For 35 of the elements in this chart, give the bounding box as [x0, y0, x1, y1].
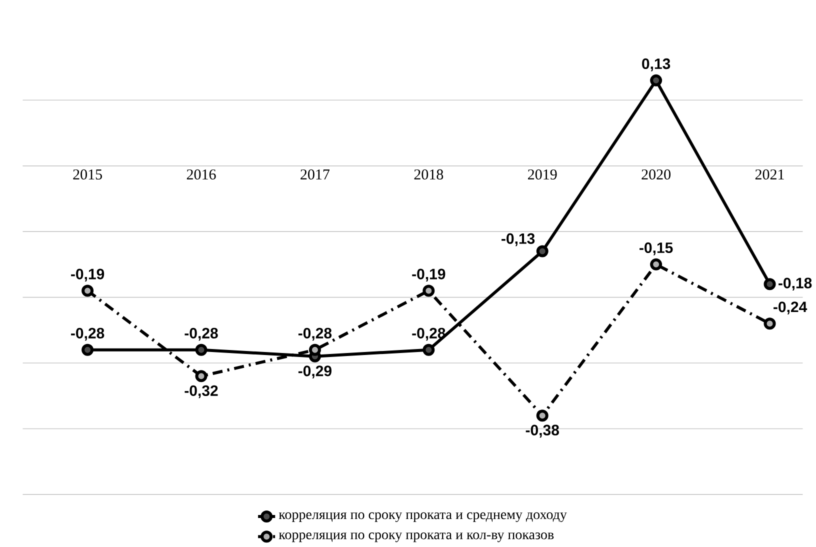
data-label: -0,24: [774, 302, 808, 314]
data-label: -0,32: [184, 385, 218, 398]
x-tick-label: 2018: [414, 169, 444, 180]
data-label: -0,38: [526, 424, 559, 438]
point: [82, 284, 94, 297]
x-tick-label: 2019: [528, 169, 557, 180]
x-tick-label: 2016: [186, 169, 216, 180]
legend-label: корреляция по сроку проката и кол-ву показов: [278, 532, 554, 542]
data-label: -0,19: [412, 268, 446, 282]
point: [422, 344, 435, 356]
data-label: -0,18: [778, 278, 812, 291]
point: [422, 284, 435, 297]
point: [82, 344, 94, 356]
x-tick-label: 2017: [300, 169, 330, 180]
x-tick-label: 2020: [642, 169, 670, 180]
data-label: 0,13: [642, 58, 670, 72]
data-label: -0,28: [298, 328, 332, 341]
data-label: -0,28: [184, 328, 218, 341]
point: [536, 245, 548, 258]
point: [764, 278, 776, 290]
x-tick-label: 2015: [73, 169, 102, 180]
legend-label: корреляция по сроку проката и среднему доходу: [278, 512, 567, 522]
x-tick-label: 2021: [755, 169, 784, 180]
data-label: -0,29: [298, 366, 332, 378]
data-label: -0,15: [640, 242, 673, 256]
data-label: -0,13: [502, 233, 535, 246]
data-label: -0,19: [71, 268, 104, 282]
data-label: -0,28: [71, 328, 104, 341]
point: [650, 258, 662, 270]
point: [195, 344, 208, 356]
point: [764, 318, 776, 330]
point: [195, 370, 208, 382]
point: [308, 344, 321, 356]
point: [536, 410, 548, 422]
point: [650, 74, 662, 86]
